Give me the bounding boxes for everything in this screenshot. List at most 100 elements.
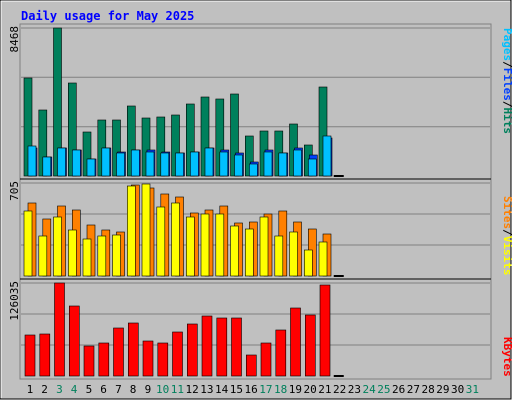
chart-title: Daily usage for May 2025 bbox=[21, 9, 194, 23]
visits-bar bbox=[23, 210, 33, 277]
visits-bar bbox=[303, 249, 313, 277]
x-tick-label: 24 bbox=[362, 383, 376, 396]
legend-sites-visits: Sites/Visits bbox=[501, 196, 512, 276]
pages-bar bbox=[263, 151, 273, 177]
x-tick-label: 5 bbox=[86, 383, 93, 396]
pages-bar bbox=[145, 151, 155, 177]
kbytes-bar bbox=[290, 307, 301, 377]
pages-bar bbox=[27, 145, 37, 177]
hits-panel-ymax-label: 8468 bbox=[8, 26, 21, 53]
x-tick-label: 17 bbox=[259, 383, 272, 396]
kbytes-bar bbox=[128, 322, 139, 377]
visits-bar bbox=[289, 231, 298, 277]
legend-files: Files bbox=[501, 68, 512, 101]
kbytes-bar bbox=[69, 305, 80, 377]
bars-layer bbox=[23, 27, 333, 377]
plot-area-border bbox=[19, 23, 492, 380]
pages-bar bbox=[131, 149, 140, 177]
kbytes-bar bbox=[113, 327, 124, 377]
legend-kbytes-label: KBytes bbox=[501, 337, 512, 377]
visits-bar bbox=[156, 206, 166, 277]
x-tick-label: 19 bbox=[289, 383, 302, 396]
kbytes-bar bbox=[231, 317, 242, 377]
pages-bar bbox=[57, 147, 66, 177]
x-tick-label: 18 bbox=[274, 383, 287, 396]
pages-bar bbox=[278, 152, 288, 177]
kbytes-bar bbox=[304, 314, 316, 377]
x-tick-label: 14 bbox=[215, 383, 229, 396]
x-tick-label: 12 bbox=[185, 383, 198, 396]
visits-bar bbox=[259, 216, 269, 277]
kbytes-bar bbox=[54, 282, 65, 377]
x-tick-label: 9 bbox=[145, 383, 152, 396]
x-tick-label: 15 bbox=[230, 383, 243, 396]
visits-bar bbox=[82, 238, 92, 277]
visits-bar bbox=[186, 216, 195, 277]
visits-bar bbox=[68, 229, 77, 277]
visits-bar bbox=[112, 234, 121, 277]
legend-pages: Pages bbox=[501, 28, 512, 61]
kbytes-panel-ymax-label: 126035 bbox=[8, 281, 21, 321]
legend-separator: / bbox=[501, 61, 512, 68]
kbytes-bar bbox=[275, 329, 287, 377]
x-tick-label: 4 bbox=[71, 383, 78, 396]
visits-bar bbox=[38, 235, 48, 277]
x-tick-label: 8 bbox=[130, 383, 137, 396]
kbytes-bar bbox=[319, 284, 331, 377]
x-tick-label: 22 bbox=[333, 383, 346, 396]
pages-bar bbox=[322, 135, 332, 177]
kbytes-bar bbox=[98, 342, 110, 377]
x-tick-label: 3 bbox=[56, 383, 63, 396]
kbytes-bar bbox=[187, 323, 198, 377]
visits-bar bbox=[53, 216, 62, 277]
pages-bar bbox=[293, 149, 302, 177]
x-tick-label: 23 bbox=[348, 383, 361, 396]
x-tick-label: 2 bbox=[41, 383, 48, 396]
x-tick-label: 16 bbox=[244, 383, 257, 396]
visits-bar bbox=[215, 213, 225, 277]
visits-bar bbox=[171, 202, 180, 277]
pages-bar bbox=[72, 149, 81, 177]
pages-bar bbox=[234, 154, 243, 177]
legend-visits: Visits bbox=[501, 236, 512, 276]
x-tick-label: 20 bbox=[303, 383, 316, 396]
x-tick-label: 6 bbox=[100, 383, 107, 396]
legend-hits: Hits bbox=[501, 108, 512, 135]
visits-bar bbox=[230, 225, 239, 277]
visits-bar bbox=[97, 235, 107, 277]
pages-bar bbox=[204, 147, 214, 177]
x-tick-label: 31 bbox=[466, 383, 479, 396]
x-tick-label: 30 bbox=[451, 383, 464, 396]
pages-bar bbox=[249, 163, 258, 177]
x-tick-label: 7 bbox=[115, 383, 122, 396]
x-tick-label: 27 bbox=[407, 383, 420, 396]
legend-kbytes: KBytes bbox=[501, 337, 512, 377]
pages-bar bbox=[86, 158, 96, 177]
visits-bar bbox=[274, 235, 284, 277]
legend-separator: / bbox=[501, 229, 512, 236]
legend-sites: Sites bbox=[501, 196, 512, 229]
kbytes-bar bbox=[83, 345, 95, 377]
x-tick-label: 11 bbox=[171, 383, 184, 396]
sites-panel-ymax-label: 705 bbox=[8, 181, 21, 201]
x-axis-labels: 1 2 3 4 5 6 7 8 9 10 11 12 13 14 15 16 17 18 19 20 21 22 23 24 2… bbox=[27, 383, 479, 396]
pages-bar bbox=[101, 147, 111, 177]
kbytes-bar bbox=[172, 331, 183, 377]
pages-bar bbox=[190, 151, 199, 177]
kbytes-bar bbox=[216, 317, 228, 377]
pages-bar bbox=[42, 156, 52, 177]
visits-bar bbox=[127, 185, 136, 277]
pages-bar bbox=[116, 152, 125, 177]
x-tick-label: 25 bbox=[377, 383, 390, 396]
visits-bar bbox=[245, 228, 254, 277]
pages-bar bbox=[219, 151, 229, 177]
zero-markers bbox=[333, 175, 344, 377]
x-tick-label: 1 bbox=[27, 383, 34, 396]
visits-bar bbox=[318, 241, 328, 277]
kbytes-bar bbox=[260, 342, 272, 377]
x-tick-label: 21 bbox=[318, 383, 331, 396]
pages-bar bbox=[160, 152, 170, 177]
